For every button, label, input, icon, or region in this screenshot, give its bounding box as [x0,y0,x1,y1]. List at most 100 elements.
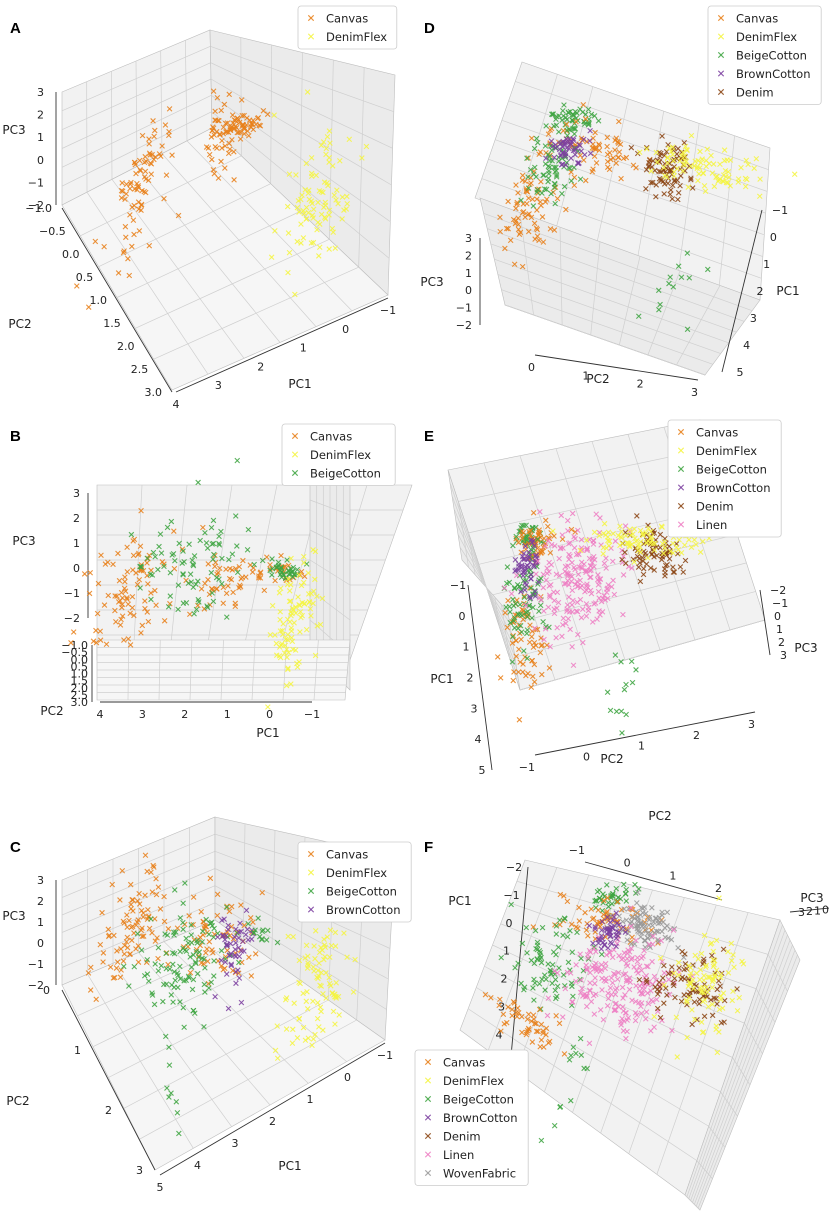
point-Canvas [147,160,154,166]
z-tick-label: 0 [37,937,44,950]
z-tick-label: 2 [73,512,80,525]
back-pane [96,484,413,661]
point-Canvas [209,127,216,134]
point-DenimFlex [310,600,316,607]
point-BeigeCotton [303,561,310,567]
legend-label-Linen: Linen [696,518,727,532]
y-axis-line [61,989,156,1171]
point-Canvas [151,133,157,140]
point-Canvas [103,641,110,648]
point-DenimFlex [315,253,322,259]
point-Canvas [198,586,205,592]
legend-frame [281,423,396,486]
point-BeigeCotton [284,557,290,563]
point-Canvas [139,132,146,139]
point-Canvas [127,610,133,617]
point-Canvas [215,117,221,124]
z-axis-title: PC3 [2,123,25,137]
point-Canvas [278,552,284,559]
point-BeigeCotton [229,551,236,557]
point-Canvas [162,122,169,128]
legend-label-BeigeCotton: BeigeCotton [696,463,767,477]
point-BeigeCotton [245,526,252,533]
point-Canvas [241,131,248,137]
point-BeigeCotton [152,553,158,560]
point-Canvas [122,578,128,585]
point-Canvas [98,552,104,559]
point-Canvas [138,201,145,208]
point-DenimFlex [288,634,295,641]
point-DenimFlex [326,246,332,252]
point-Canvas [130,217,137,223]
legend-label-Denim: Denim [696,500,734,514]
point-BeigeCotton [189,557,196,564]
y-tick-label: 2.0 [71,682,89,695]
x-tick-label: 3 [471,702,478,715]
point-DenimFlex [305,209,312,216]
z-tick-label: −2 [456,319,472,332]
point-BeigeCotton [226,556,232,563]
panel-D: D−101234501233210−1−2PC1PC2PC3CanvasDeni… [420,5,822,399]
x-tick-label: 0 [770,231,777,244]
point-Canvas [232,117,239,124]
point-Canvas [114,593,120,599]
point-BeigeCotton [180,600,187,606]
point-Canvas [118,195,125,201]
point-Canvas [92,238,99,245]
point-BeigeCotton [219,555,225,562]
point-DenimFlex [289,610,295,617]
point-Canvas [135,551,141,558]
legend-label-BrownCotton: BrownCotton [736,67,811,81]
y-tick-label: 1.0 [90,294,108,307]
point-Canvas [142,605,148,612]
point-DenimFlex [294,238,301,245]
z-tick-label: 3 [465,232,472,245]
point-Canvas [136,576,143,583]
point-Canvas [231,177,237,183]
point-BeigeCotton [618,708,625,715]
point-BeigeCotton [193,606,200,613]
point-Canvas [222,143,228,149]
point-Canvas [86,590,93,597]
z-tick-label: 2 [465,249,472,262]
point-BeigeCotton [180,548,186,554]
legend-label-DenimFlex: DenimFlex [326,866,387,880]
point-DenimFlex [298,240,304,246]
point-Canvas [223,590,230,597]
point-Canvas [227,127,234,134]
point-Canvas [159,559,166,565]
point-Canvas [212,563,218,570]
point-Canvas [298,568,305,575]
point-DenimFlex [277,608,284,615]
point-BeigeCotton [267,567,273,574]
point-DenimFlex [306,598,313,605]
point-BeigeCotton [623,681,629,688]
point-DenimFlex [312,548,319,555]
point-Canvas [228,576,235,583]
legend-label-Denim: Denim [443,1130,481,1144]
z-axis-title: PC3 [794,641,817,655]
point-Canvas [118,589,125,596]
x-tick-label: 1 [307,1093,314,1106]
legend-label-BeigeCotton: BeigeCotton [310,467,381,481]
floor-gridline [220,639,224,701]
point-DenimFlex [326,207,333,214]
point-DenimFlex [271,112,278,118]
y-axis-title: PC2 [40,704,63,718]
point-BeigeCotton [281,572,287,578]
point-DenimFlex [331,192,338,198]
point-Canvas [229,112,236,118]
z-tick-label: 1 [37,916,44,929]
point-BeigeCotton [191,553,198,559]
point-DenimFlex [321,214,328,221]
point-Canvas [145,618,152,625]
point-DenimFlex [333,197,339,203]
legend-label-DenimFlex: DenimFlex [696,444,757,458]
point-Canvas [255,115,262,121]
point-DenimFlex [308,170,315,177]
point-DenimFlex [303,160,310,167]
point-BeigeCotton [197,537,203,544]
point-Canvas [243,122,250,128]
point-BeigeCotton [285,568,292,574]
point-BeigeCotton [172,557,178,564]
